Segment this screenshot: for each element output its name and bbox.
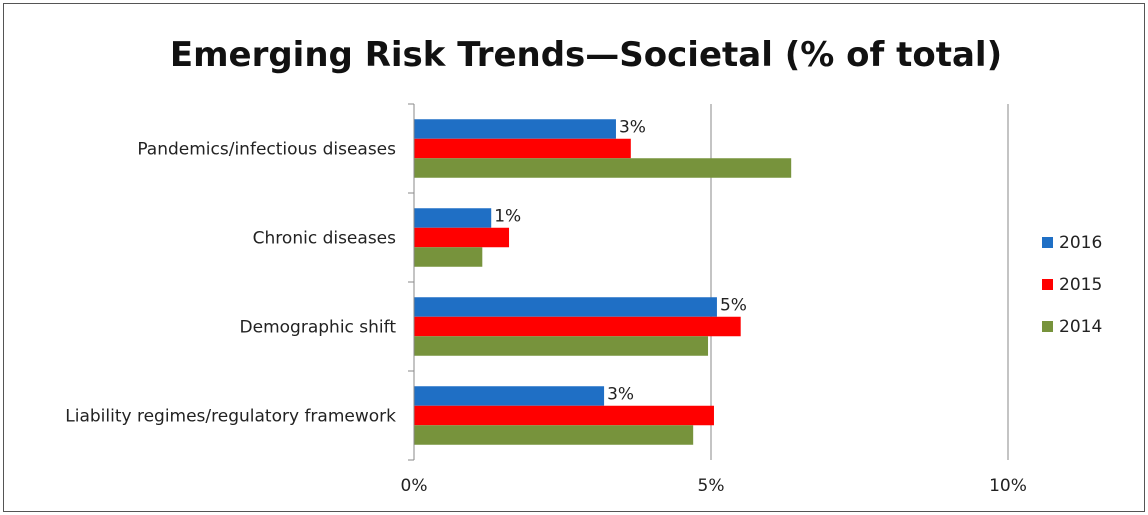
category-label-1: Chronic diseases [253,229,396,249]
category-label-0: Pandemics/infectious diseases [137,140,396,160]
bar-2016-1 [414,208,492,228]
data-label-1: 1% [494,206,521,226]
bar-chart: Emerging Risk Trends—Societal (% of tota… [65,35,1102,496]
bar-2015-2 [414,316,741,337]
legend-label-2014: 2014 [1059,317,1102,337]
chart-title: Emerging Risk Trends—Societal (% of tota… [170,35,1002,75]
bar-2015-3 [414,405,714,426]
labels: 3% Pandemics/infectious diseases 1% Chronic… [65,117,1027,496]
x-tick-label-2: 10% [989,476,1027,496]
legend-swatch-2014 [1042,321,1053,332]
chart-container: Emerging Risk Trends—Societal (% of tota… [3,3,1145,512]
axes [408,103,415,461]
legend-label-2015: 2015 [1059,275,1102,295]
bar-2014-0 [414,158,792,178]
bar-2014-1 [414,247,483,267]
bar-2016-2 [414,297,717,317]
legend-swatch-2015 [1042,279,1053,290]
x-tick-label-0: 0% [401,476,428,496]
bar-2014-2 [414,336,709,356]
category-label-3: Liability regimes/regulatory framework [65,407,396,427]
data-label-3: 3% [607,384,634,404]
x-tick-label-1: 5% [698,476,725,496]
legend-swatch-2016 [1042,237,1053,248]
gridlines [710,104,1009,460]
data-label-0: 3% [619,117,646,137]
data-label-2: 5% [720,295,747,315]
legend: 2016 2015 2014 [1042,233,1102,337]
bar-2016-0 [414,119,616,139]
bar-2015-0 [414,138,631,159]
bar-2016-3 [414,386,605,406]
bar-2015-1 [414,227,510,248]
legend-label-2016: 2016 [1059,233,1102,253]
bars [414,119,792,445]
category-label-2: Demographic shift [240,318,397,338]
bar-2014-3 [414,425,694,445]
